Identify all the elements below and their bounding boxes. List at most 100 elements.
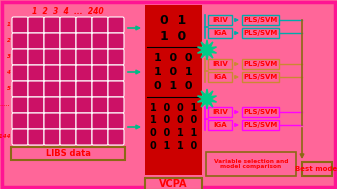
FancyBboxPatch shape [208,72,232,82]
Polygon shape [197,40,216,60]
Text: 2: 2 [7,39,11,43]
Text: PLS/SVM: PLS/SVM [243,17,278,23]
FancyBboxPatch shape [108,113,124,129]
FancyBboxPatch shape [12,113,28,129]
FancyBboxPatch shape [12,49,28,65]
Text: 0  1  0: 0 1 0 [154,81,193,91]
FancyBboxPatch shape [44,113,60,129]
FancyBboxPatch shape [92,17,108,33]
Text: PLS/SVM: PLS/SVM [243,109,278,115]
FancyBboxPatch shape [242,107,279,117]
FancyBboxPatch shape [76,65,92,81]
Text: 5: 5 [7,87,11,91]
Text: ......: ...... [0,102,11,108]
FancyBboxPatch shape [76,33,92,49]
Polygon shape [197,89,216,109]
FancyBboxPatch shape [12,65,28,81]
FancyBboxPatch shape [242,72,279,82]
FancyBboxPatch shape [92,113,108,129]
FancyBboxPatch shape [28,81,44,97]
FancyBboxPatch shape [108,65,124,81]
FancyBboxPatch shape [60,81,76,97]
FancyBboxPatch shape [92,49,108,65]
Text: PLS/SVM: PLS/SVM [243,74,278,80]
FancyBboxPatch shape [60,97,76,113]
FancyBboxPatch shape [76,17,92,33]
FancyBboxPatch shape [108,49,124,65]
FancyBboxPatch shape [208,59,232,69]
Text: IGA: IGA [213,74,227,80]
Text: VCPA: VCPA [159,179,188,189]
Text: 0  1: 0 1 [160,13,187,26]
FancyBboxPatch shape [28,17,44,33]
FancyBboxPatch shape [108,33,124,49]
Text: 1: 1 [7,22,11,28]
FancyBboxPatch shape [11,147,125,160]
FancyBboxPatch shape [28,113,44,129]
Text: 6144: 6144 [0,135,11,139]
FancyBboxPatch shape [76,49,92,65]
FancyBboxPatch shape [242,120,279,130]
FancyBboxPatch shape [60,129,76,145]
Text: IRIV: IRIV [212,17,228,23]
FancyBboxPatch shape [44,65,60,81]
FancyBboxPatch shape [44,49,60,65]
Text: Variable selection and
model comparison: Variable selection and model comparison [214,159,288,169]
FancyBboxPatch shape [76,129,92,145]
FancyBboxPatch shape [28,33,44,49]
FancyBboxPatch shape [12,81,28,97]
FancyBboxPatch shape [12,129,28,145]
FancyBboxPatch shape [302,162,332,176]
FancyBboxPatch shape [28,129,44,145]
FancyBboxPatch shape [2,2,335,187]
FancyBboxPatch shape [108,81,124,97]
FancyBboxPatch shape [44,17,60,33]
FancyBboxPatch shape [206,152,296,176]
Text: 1  0  0  1: 1 0 0 1 [150,103,197,113]
FancyBboxPatch shape [92,33,108,49]
FancyBboxPatch shape [242,59,279,69]
FancyBboxPatch shape [60,33,76,49]
FancyBboxPatch shape [92,129,108,145]
Text: 1  0  0: 1 0 0 [154,53,193,63]
FancyBboxPatch shape [12,17,28,33]
FancyBboxPatch shape [92,65,108,81]
Text: LIBS data: LIBS data [45,149,90,158]
Text: Best model: Best model [295,166,337,172]
Text: IRIV: IRIV [212,61,228,67]
FancyBboxPatch shape [108,129,124,145]
FancyBboxPatch shape [44,129,60,145]
FancyBboxPatch shape [242,15,279,25]
Text: 1  0  1: 1 0 1 [154,67,193,77]
FancyBboxPatch shape [60,17,76,33]
FancyBboxPatch shape [28,97,44,113]
FancyBboxPatch shape [44,33,60,49]
FancyBboxPatch shape [28,49,44,65]
FancyBboxPatch shape [92,97,108,113]
FancyBboxPatch shape [108,17,124,33]
Text: 0  0  1  1: 0 0 1 1 [150,128,197,138]
FancyBboxPatch shape [208,107,232,117]
FancyBboxPatch shape [60,65,76,81]
FancyBboxPatch shape [76,81,92,97]
Text: IGA: IGA [213,30,227,36]
FancyBboxPatch shape [145,178,202,189]
FancyBboxPatch shape [76,113,92,129]
Text: IGA: IGA [213,122,227,128]
FancyBboxPatch shape [60,49,76,65]
FancyBboxPatch shape [208,120,232,130]
FancyBboxPatch shape [28,65,44,81]
Text: 1  2  3  4  ...  240: 1 2 3 4 ... 240 [32,6,104,15]
Text: PLS/SVM: PLS/SVM [243,30,278,36]
FancyBboxPatch shape [44,97,60,113]
FancyBboxPatch shape [208,28,232,38]
FancyBboxPatch shape [76,97,92,113]
FancyBboxPatch shape [108,97,124,113]
FancyBboxPatch shape [242,28,279,38]
Text: 0  1  1  0: 0 1 1 0 [150,141,197,151]
FancyBboxPatch shape [60,113,76,129]
Text: 1  0  0  0: 1 0 0 0 [150,115,197,125]
Text: IRIV: IRIV [212,109,228,115]
Text: 4: 4 [7,70,11,75]
Text: 3: 3 [7,54,11,60]
